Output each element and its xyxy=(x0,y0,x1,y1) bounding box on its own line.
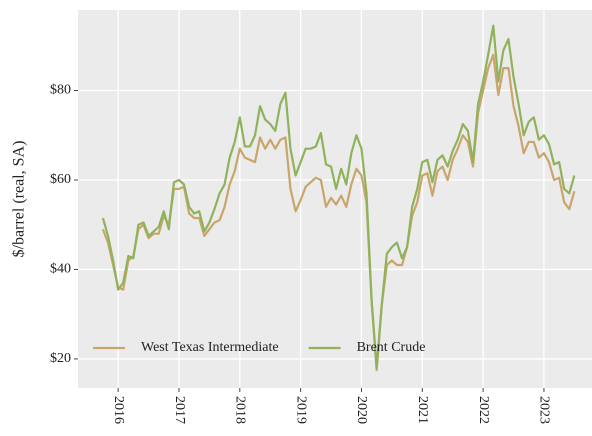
y-tick-label: $60 xyxy=(50,172,71,187)
y-tick-label: $40 xyxy=(50,262,71,277)
y-tick-label: $20 xyxy=(50,351,71,366)
plot-background xyxy=(78,10,592,388)
x-tick-label: 2017 xyxy=(172,396,187,424)
x-tick-label: 2022 xyxy=(476,396,491,424)
x-tick-label: 2020 xyxy=(354,396,369,424)
data-line xyxy=(101,24,576,369)
x-tick-label: 2019 xyxy=(293,396,308,424)
legend-label: West Texas Intermediate xyxy=(141,340,279,355)
x-tick-label: 2016 xyxy=(111,396,126,424)
x-tick-label: 2021 xyxy=(415,396,430,424)
data-line xyxy=(101,53,576,372)
y-tick-label: $80 xyxy=(50,83,71,98)
x-tick-label: 2018 xyxy=(233,396,248,424)
legend-label: Brent Crude xyxy=(357,340,426,355)
x-tick-label: 2023 xyxy=(537,396,552,424)
y-axis-label: $/barrel (real, SA) xyxy=(11,141,28,258)
